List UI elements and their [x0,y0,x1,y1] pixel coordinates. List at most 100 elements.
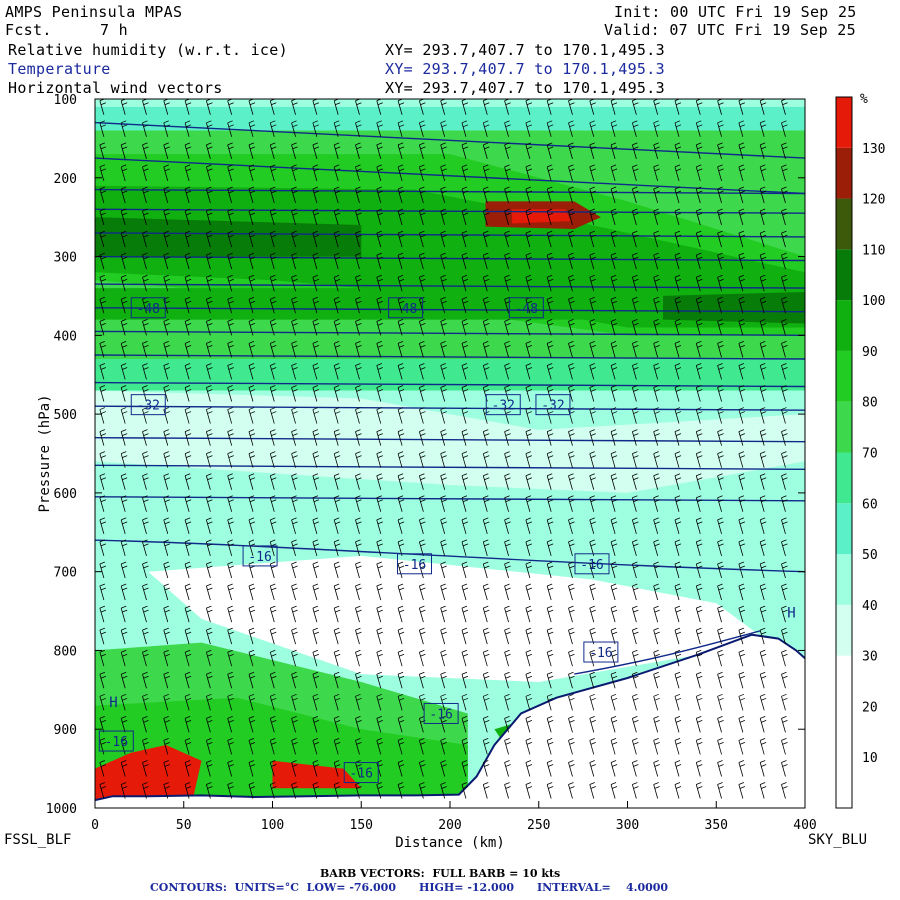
wind-barb [759,120,767,137]
colorbar-tick-label: 100 [862,294,885,309]
wind-barb [333,495,341,512]
wind-barb [227,274,234,292]
wind-barb [781,495,788,512]
wind-barb [376,605,383,623]
wind-barb [738,385,746,402]
wind-barb [589,142,596,159]
wind-barb [291,318,298,336]
wind-barb [142,693,149,711]
wind-barb [738,671,746,689]
wind-barb [546,451,554,468]
wind-barb [610,539,618,557]
wind-barb [184,495,192,512]
wind-barb [418,429,426,446]
colorbar-tick-label: 10 [862,751,878,766]
y-tick-label: 1000 [46,802,77,817]
wind-barb [184,296,192,314]
wind-barb [781,671,788,689]
wind-barb [695,716,703,733]
wind-barb [184,363,192,380]
wind-barb [227,649,234,667]
rh-band-mid [95,359,805,391]
wind-barb [184,671,192,689]
wind-barb [291,363,298,380]
wind-barb [631,495,639,512]
wind-barb [291,164,298,182]
wind-barb [568,296,575,314]
wind-barb [184,473,192,490]
wind-barb [120,208,128,226]
wind-barb [355,296,362,314]
wind-barb [99,186,107,204]
wind-barb [461,495,469,512]
wind-barb [333,693,341,711]
wind-barb [376,671,383,689]
wind-barb [120,605,128,623]
contour-legend: CONTOURS: UNITS=°C LOW= -76.000 HIGH= -1… [150,881,669,894]
wind-barb [568,627,575,645]
wind-barb [269,782,277,799]
wind-barb [248,252,256,270]
temperature-contour [95,464,805,470]
y-tick-label: 400 [54,329,77,344]
wind-barb [248,693,256,711]
wind-barb [631,693,639,711]
wind-barb [631,517,639,534]
wind-barb [674,407,682,424]
wind-barb [759,407,767,424]
wind-barb [397,473,405,490]
wind-barb [142,252,149,270]
wind-barb [227,142,234,159]
wind-barb [461,605,469,623]
wind-barb [461,760,469,777]
wind-barb [759,561,767,579]
wind-barb [546,627,554,645]
wind-barb [525,164,533,182]
wind-barb [397,429,405,446]
wind-barb [568,583,575,601]
wind-barb [142,539,149,557]
wind-barb [312,738,320,755]
valid-time: Valid: 07 UTC Fri 19 Sep 25 [604,21,856,39]
rh-band-red-lower2 [272,760,362,789]
wind-barb [738,649,746,667]
wind-barb [120,473,128,490]
wind-barb [461,230,469,248]
wind-barb [205,693,213,711]
wind-barb [355,716,362,733]
wind-barb [397,341,405,358]
wind-barb [312,495,320,512]
wind-barb [482,517,490,534]
wind-barb [440,164,447,182]
wind-barb [653,605,660,623]
wind-barb [653,296,660,314]
contour-label-box [388,297,424,319]
wind-barb [781,296,788,314]
wind-barb [248,274,256,292]
wind-barb [205,495,213,512]
wind-barb [525,385,533,402]
wind-barb [205,760,213,777]
wind-barb [461,274,469,292]
wind-barb [205,363,213,380]
colorbar-segment [836,604,852,656]
wind-barb [653,407,660,424]
wind-barb [227,561,234,579]
rh-band-dark [95,217,362,257]
forecast-label: Fcst. [5,21,52,39]
wind-barb [440,252,447,270]
wind-barb [205,716,213,733]
contour-label-box [583,641,619,663]
wind-barb [717,252,724,270]
wind-barb [546,716,554,733]
wind-barb [738,782,746,799]
wind-barb [120,649,128,667]
wind-barb [482,495,490,512]
wind-barb [269,407,277,424]
wind-barb [738,208,746,226]
wind-barb [546,583,554,601]
wind-barb [99,605,107,623]
wind-barb [738,363,746,380]
wind-barb [248,296,256,314]
wind-barb [99,407,107,424]
